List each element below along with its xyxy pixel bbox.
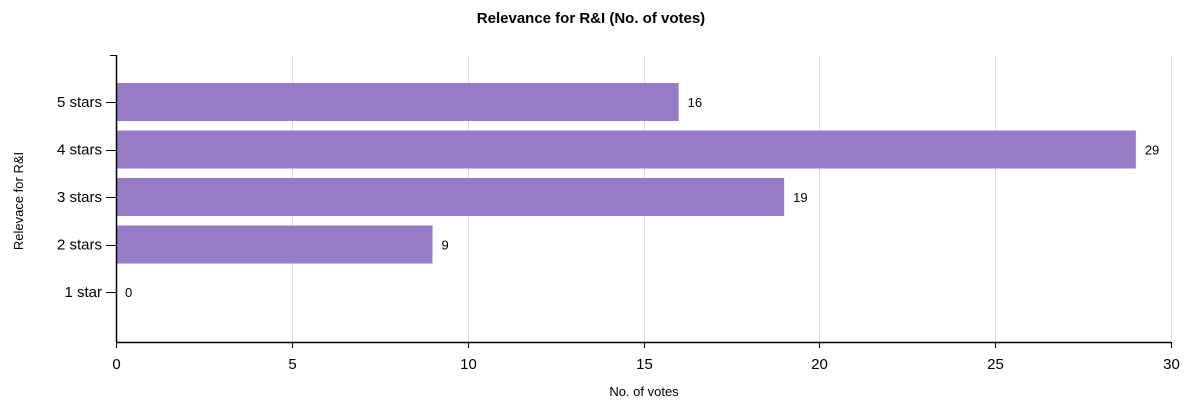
x-tick-label-30: 30 [1163,356,1180,373]
data-label-1-star: 0 [125,285,132,300]
y-tick-label-1-star: 1 star [64,284,102,301]
y-axis-title: Relevace for R&I [11,152,26,250]
chart-title: Relevance for R&I (No. of votes) [477,10,705,27]
x-tick-label-5: 5 [288,356,296,373]
y-tick-label-5-stars: 5 stars [57,94,102,111]
bars [117,83,1136,264]
x-tick-label-25: 25 [987,356,1004,373]
x-tick-label-0: 0 [112,356,120,373]
bar-4-stars [117,130,1136,169]
x-tick-label-15: 15 [636,356,653,373]
y-tick-label-4-stars: 4 stars [57,142,102,159]
y-axis-ticks: 5 stars 4 stars 3 stars 2 stars 1 star [57,55,116,301]
x-tick-label-10: 10 [460,356,477,373]
y-tick-label-3-stars: 3 stars [57,189,102,206]
x-axis-title: No. of votes [609,384,679,399]
data-label-5-stars: 16 [688,95,702,110]
x-tick-label-20: 20 [811,356,828,373]
data-labels: 16 29 19 9 0 [125,95,1159,300]
data-label-4-stars: 29 [1145,143,1159,158]
data-label-2-stars: 9 [442,238,449,253]
bar-2-stars [117,225,433,264]
data-label-3-stars: 19 [793,190,807,205]
bar-5-stars [117,83,679,121]
x-axis-ticks: 0 5 10 15 20 25 30 [112,342,1180,373]
y-tick-label-2-stars: 2 stars [57,237,102,254]
bar-3-stars [117,178,785,216]
